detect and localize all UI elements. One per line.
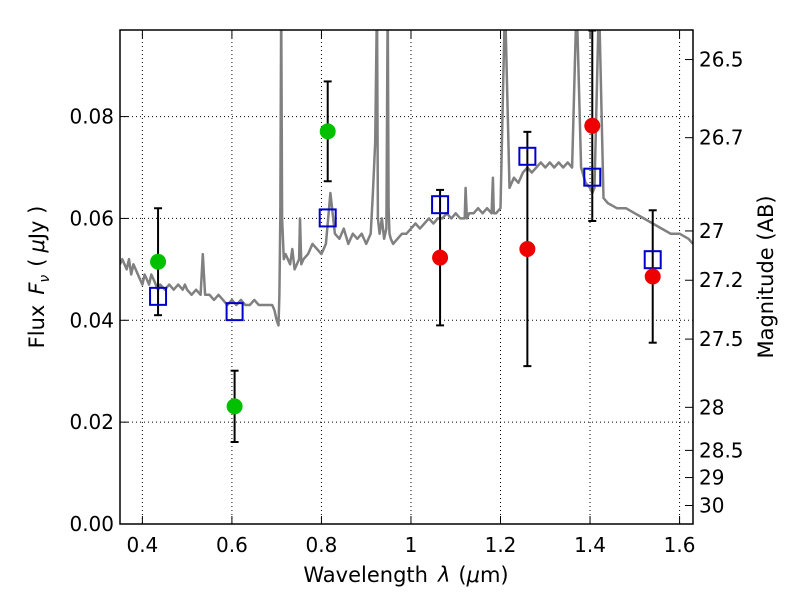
y-tick-label: 0.00 bbox=[69, 512, 114, 536]
plot-frame bbox=[119, 29, 694, 525]
magnitude-tick-label: 26.7 bbox=[699, 126, 744, 150]
magnitude-axis-label: Magnitude (AB) bbox=[754, 195, 778, 358]
optical-data-point bbox=[319, 123, 336, 140]
nir-data-point bbox=[432, 249, 449, 266]
magnitude-tick-label: 29 bbox=[699, 466, 724, 490]
y-axis-label: FluxFν(μJy ) bbox=[25, 206, 53, 349]
y-tick-label: 0.08 bbox=[69, 105, 114, 129]
model-band-square bbox=[518, 146, 537, 166]
x-tick-label: 1.2 bbox=[485, 533, 517, 557]
model-band-square bbox=[225, 302, 244, 322]
magnitude-tick-label: 28 bbox=[699, 395, 724, 419]
model-band-square bbox=[643, 250, 662, 270]
magnitude-tick-label: 27.2 bbox=[699, 268, 744, 292]
x-tick-label: 1.6 bbox=[664, 533, 696, 557]
model-band-square bbox=[583, 167, 602, 187]
y-tick-label: 0.06 bbox=[69, 206, 114, 230]
y-tick-label: 0.02 bbox=[69, 410, 114, 434]
magnitude-tick-label: 26.5 bbox=[699, 48, 744, 72]
optical-data-point bbox=[226, 398, 243, 415]
plot-data bbox=[120, 30, 693, 444]
nir-data-point bbox=[584, 117, 601, 134]
magnitude-tick-label: 27.5 bbox=[699, 327, 744, 351]
x-tick-label: 0.4 bbox=[126, 533, 158, 557]
x-tick-label: 1.4 bbox=[574, 533, 606, 557]
nir-data-point bbox=[519, 240, 536, 257]
model-band-square bbox=[431, 195, 450, 215]
magnitude-tick-label: 27 bbox=[699, 219, 724, 243]
magnitude-tick-label: 30 bbox=[699, 494, 724, 518]
x-tick-label: 0.6 bbox=[216, 533, 248, 557]
magnitude-tick-label: 28.5 bbox=[699, 438, 744, 462]
template-spectrum-line bbox=[120, 30, 693, 327]
y-tick-label: 0.04 bbox=[69, 308, 114, 332]
axes: 0.4 0.6 0.8 1 1.2 1.4 1.6 0.00 0.02 0.04 0.06 0.08 2… bbox=[69, 29, 744, 557]
model-band-square bbox=[149, 286, 168, 306]
nir-data-point bbox=[644, 268, 661, 285]
grid bbox=[120, 30, 693, 524]
x-tick-label: 0.8 bbox=[306, 533, 338, 557]
x-axis-label: Wavelength λ (μm) bbox=[303, 563, 508, 587]
optical-data-point bbox=[150, 253, 167, 270]
model-band-square bbox=[318, 208, 337, 228]
x-tick-label: 1 bbox=[405, 533, 418, 557]
